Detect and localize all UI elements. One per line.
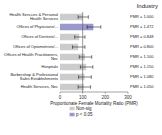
annotation: PMR = 1.050 (130, 84, 154, 89)
legend-label: p < 0.05 (76, 112, 93, 117)
annotation: PMR = 1.080 (130, 74, 154, 79)
error-bar (79, 55, 91, 59)
category-label-line: Hospitals (42, 64, 58, 69)
category-label: Hospitals (42, 64, 58, 69)
error-bar (87, 25, 101, 29)
error-bar (78, 15, 88, 19)
annotation: PMR = 0.848 (130, 34, 154, 39)
category-label-line: Health Services (30, 16, 58, 21)
category-label: Offices of Optometrists/... (13, 44, 58, 49)
category-label-line: Offices of Physicians/... (17, 24, 59, 29)
annotation: PMR = 0.800 (130, 44, 154, 49)
category-label-line: Offices of Dentists/... (21, 34, 58, 39)
category-label: Health Services, Nec (21, 84, 58, 89)
error-bar (75, 35, 85, 39)
category-label: Offices of Health Practitioners,Nec (4, 52, 58, 61)
x-tick (128, 92, 129, 94)
category-label-line: Nec (51, 56, 58, 61)
legend: Non-sigp < 0.05 (70, 106, 93, 117)
x-tick-label: 300 (124, 95, 132, 100)
plot-area (60, 12, 101, 92)
x-tick-label: 100 (79, 95, 87, 100)
chart: Industry 0 100 200 300Proportionate Female M… (0, 0, 162, 135)
category-label: Barbershop & ProfessionalSales Establish… (10, 72, 58, 81)
error-bar (78, 85, 90, 89)
annotation: PMR = 1.000 (130, 14, 154, 19)
annotation: PMR = 1.472 (130, 24, 154, 29)
category-label: Health Serv.ces & PersonalHealth Service… (9, 12, 58, 21)
x-tick-label: 200 (102, 95, 110, 100)
x-tick (60, 92, 61, 94)
annotation: PMR = 1.150 (130, 64, 154, 69)
category-label-line: Offices of Optometrists/... (13, 44, 58, 49)
error-bar (72, 45, 84, 49)
x-tick-label: 0 (59, 95, 62, 100)
x-axis-label: Proportionate Female Mortality Ratio (PM… (50, 101, 138, 106)
reference-line (82, 12, 83, 92)
category-label-line: Health Services, Nec (21, 84, 58, 89)
title: Industry (137, 3, 158, 9)
x-tick (82, 92, 83, 94)
annotation: PMR = 1.100 (130, 54, 154, 59)
category-label-line: Sales Establishments (20, 76, 58, 81)
legend-label: Non-sig (76, 106, 92, 111)
category-label: Offices of Physicians/... (17, 24, 59, 29)
x-axis-line (60, 92, 128, 93)
x-tick (105, 92, 106, 94)
legend-swatch (70, 113, 75, 117)
error-bar (80, 65, 92, 69)
legend-swatch (70, 107, 75, 111)
error-bar (79, 75, 92, 79)
category-label: Offices of Dentists/... (21, 34, 58, 39)
